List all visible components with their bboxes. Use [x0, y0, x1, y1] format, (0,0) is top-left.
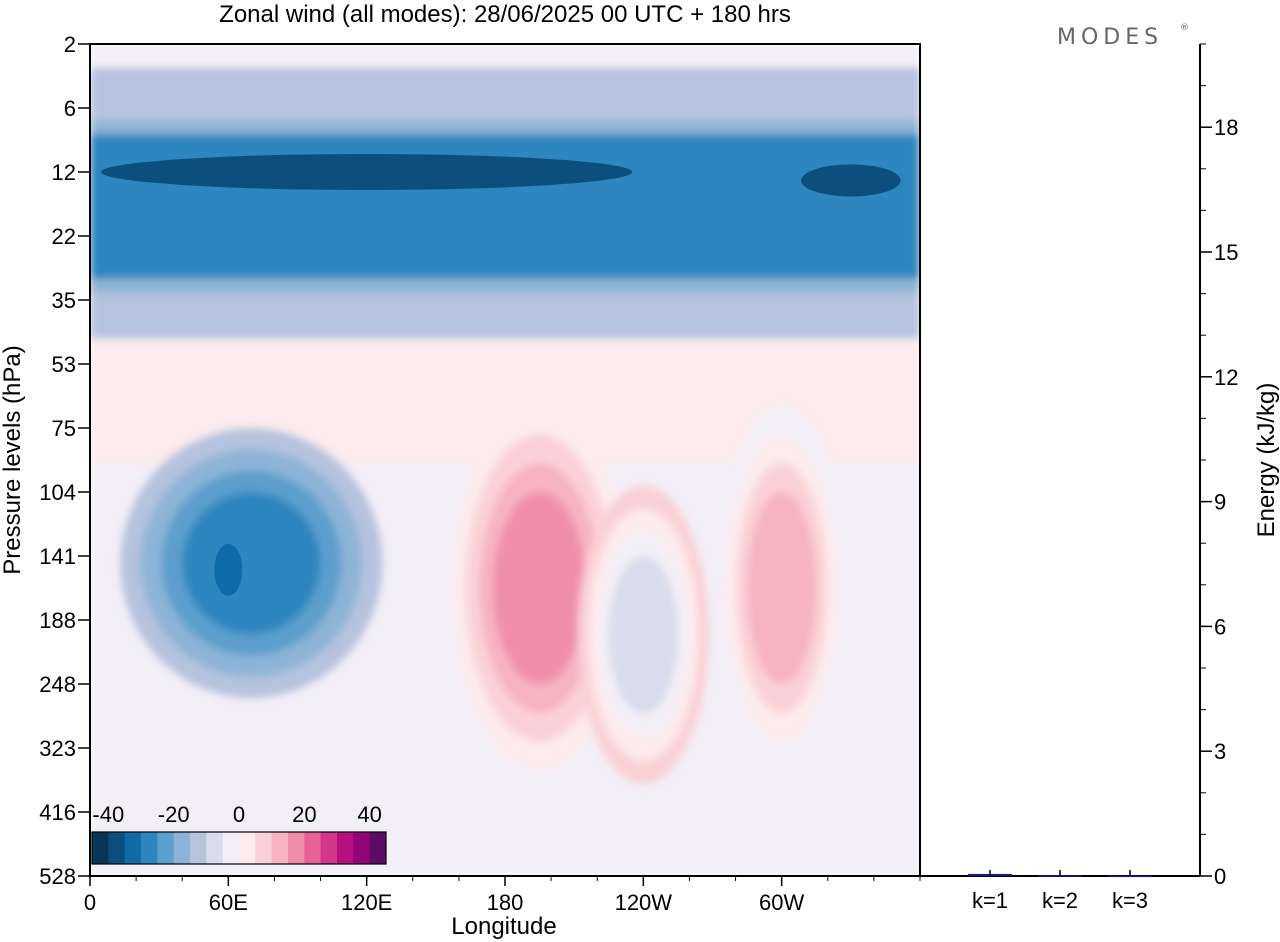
y-tick-label: 22	[52, 224, 76, 249]
colorbar-tick-label: -20	[158, 802, 190, 827]
colorbar-tick-label: 20	[292, 802, 316, 827]
energy-panel	[919, 44, 1201, 877]
zonal-wind-field	[90, 44, 920, 876]
modes-logo: MODES ®	[1057, 23, 1194, 50]
y-tick-label: 141	[39, 544, 76, 569]
pressure-axis: 2 6 12 22 35 53 75 104 141 188 248 323 416 528	[39, 32, 90, 889]
colorbar-swatch	[141, 832, 158, 864]
y-tick-label: 2	[64, 32, 76, 57]
colorbar-swatch	[206, 832, 224, 864]
x-axis-label: Longitude	[451, 913, 556, 940]
colorbar-tick-label: 40	[357, 802, 381, 827]
colorbar: -40 -20 0 20 40	[91, 802, 387, 865]
colorbar-swatch	[239, 832, 256, 864]
colorbar-swatch	[173, 832, 191, 864]
svg-text:MODES: MODES	[1057, 25, 1163, 50]
x-tick-label: 180	[487, 890, 524, 915]
field-feature	[90, 134, 920, 279]
y-tick-label: 416	[39, 800, 76, 825]
colorbar-swatch	[92, 832, 109, 864]
field-feature-core	[101, 154, 633, 190]
energy-axis: 0 3 6 9 12 15 18	[1200, 43, 1238, 889]
field-feature-core	[530, 550, 549, 619]
energy-bar	[1108, 875, 1152, 878]
colorbar-tick-label: 0	[233, 802, 245, 827]
colorbar-swatch	[222, 832, 240, 864]
energy-tick-label: 12	[1214, 365, 1238, 390]
colorbar-swatch	[124, 832, 142, 864]
y-tick-label: 75	[52, 416, 76, 441]
colorbar-swatch	[337, 832, 354, 864]
y-tick-label: 6	[64, 96, 76, 121]
colorbar-swatch	[271, 832, 289, 864]
colorbar-frame	[91, 831, 387, 865]
energy-tick-label: 3	[1214, 739, 1226, 764]
y-tick-label: 53	[52, 352, 76, 377]
colorbar-swatch	[320, 832, 338, 864]
field-feature-core	[214, 543, 243, 596]
energy-axis-label: Energy (kJ/kg)	[1253, 383, 1280, 538]
field-feature	[182, 491, 321, 635]
longitude-axis: 0 60E 120E 180 120W 60W	[84, 876, 921, 915]
energy-bars: k=1 k=2 k=3	[968, 870, 1152, 913]
field-feature	[747, 492, 817, 684]
y-tick-label: 528	[39, 864, 76, 889]
energy-tick-label: 9	[1214, 490, 1226, 515]
y-axis-label: Pressure levels (hPa)	[0, 345, 26, 574]
colorbar-swatch	[190, 832, 207, 864]
colorbar-swatch	[157, 832, 175, 864]
y-tick-label: 248	[39, 672, 76, 697]
energy-tick-label: 0	[1214, 864, 1226, 889]
colorbar-swatch	[304, 832, 322, 864]
y-tick-label: 12	[52, 160, 76, 185]
field-feature-core	[801, 164, 901, 197]
colorbar-swatch	[255, 832, 273, 864]
y-tick-label: 188	[39, 608, 76, 633]
energy-tick-label: 6	[1214, 614, 1226, 639]
colorbar-swatch	[369, 832, 387, 864]
x-tick-label: 0	[84, 890, 96, 915]
bar-category-label: k=1	[972, 888, 1008, 913]
x-tick-label: 120E	[341, 890, 392, 915]
svg-text:®: ®	[1180, 23, 1194, 33]
y-tick-label: 35	[52, 288, 76, 313]
colorbar-swatch	[288, 832, 305, 864]
bar-category-label: k=3	[1112, 888, 1148, 913]
colorbar-swatch	[353, 832, 371, 864]
x-tick-label: 60W	[759, 890, 804, 915]
colorbar-tick-label: -40	[92, 802, 124, 827]
field-feature	[608, 556, 678, 714]
chart-title: Zonal wind (all modes): 28/06/2025 00 UT…	[219, 1, 791, 28]
colorbar-swatch	[108, 832, 126, 864]
energy-tick-label: 15	[1214, 240, 1238, 265]
y-tick-label: 104	[39, 480, 76, 505]
y-tick-label: 323	[39, 736, 76, 761]
bar-category-label: k=2	[1042, 888, 1078, 913]
energy-tick-label: 18	[1214, 115, 1238, 140]
x-tick-label: 60E	[209, 890, 248, 915]
x-tick-label: 120W	[615, 890, 673, 915]
